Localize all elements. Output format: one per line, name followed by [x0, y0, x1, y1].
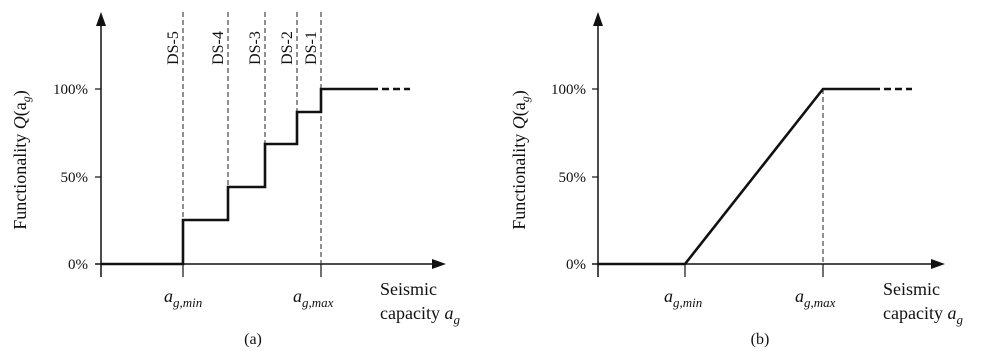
- panel-a-xlabel-amax: ag,max: [293, 286, 334, 310]
- panel-a-ds5-label: DS-5: [165, 31, 182, 65]
- panel-a-ds3-label: DS-3: [247, 31, 264, 65]
- panel-b: 0% 50% 100% Functionality Q(ag) ag,min a…: [509, 12, 963, 348]
- panel-b-linear-curve: [598, 87, 873, 266]
- panel-a-y-axis-label: Functionality Q(ag): [10, 90, 33, 229]
- panel-b-ytick-label-0: 0%: [566, 257, 586, 273]
- panel-a-y-arrow: [96, 12, 106, 26]
- panel-a-x-arrow: [432, 259, 446, 269]
- panel-a-caption: (a): [244, 331, 262, 348]
- panel-b-ytick-label-100: 100%: [551, 82, 586, 98]
- panel-b-xlabel-amin: ag,min: [664, 286, 702, 310]
- panel-a-ytick-label-50: 50%: [61, 170, 89, 186]
- panel-b-x-axis-label-line2: capacity ag: [883, 303, 963, 327]
- panel-b-ytick-label-50: 50%: [559, 170, 587, 186]
- panel-a-ytick-label-0: 0%: [68, 257, 88, 273]
- panel-b-x-axis-label-line1: Seismic: [883, 279, 940, 299]
- panel-a-x-axis-label-line2: capacity ag: [380, 303, 460, 327]
- panel-a-ds4-label: DS-4: [210, 31, 227, 65]
- panel-a-ds1-label: DS-1: [303, 31, 320, 65]
- panel-b-y-axis-label: Functionality Q(ag): [509, 90, 532, 229]
- panel-b-caption: (b): [751, 331, 770, 348]
- panel-a: 0% 50% 100% Functionality Q(ag) DS-5 DS-…: [10, 12, 460, 348]
- panel-b-x-arrow: [931, 259, 945, 269]
- panel-b-xlabel-amax: ag,max: [795, 286, 836, 310]
- panel-a-ytick-label-100: 100%: [53, 82, 88, 98]
- panel-a-step-curve: [101, 87, 371, 266]
- panel-a-ds2-label: DS-2: [279, 31, 296, 65]
- panel-a-xlabel-amin: ag,min: [164, 286, 202, 310]
- panel-a-x-axis-label-line1: Seismic: [380, 279, 437, 299]
- panel-b-y-arrow: [593, 12, 603, 26]
